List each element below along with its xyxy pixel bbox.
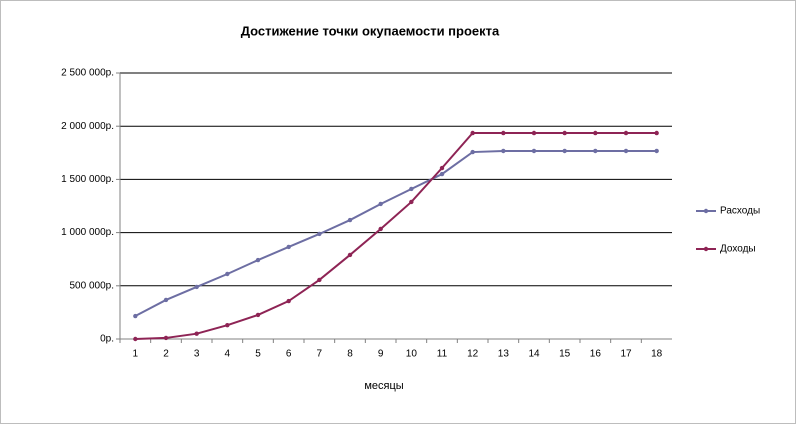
legend-label: Доходы [720,244,756,255]
point [317,231,322,237]
point [194,284,199,290]
point [133,336,138,342]
x-tick-label: 15 [559,349,571,360]
x-tick-label: 4 [225,349,231,360]
point [562,148,567,154]
x-tick-label: 3 [194,349,200,360]
y-tick-label: 0р. [100,334,114,345]
x-tick-label: 16 [590,349,602,360]
x-axis-label: месяцы [364,380,403,392]
point [501,148,506,154]
y-tick-label: 2 000 000р. [61,121,114,132]
point [225,322,230,328]
point [286,244,291,250]
point [409,199,414,205]
point [255,312,261,318]
x-tick-label: 11 [437,349,448,360]
point [654,130,659,136]
x-tick-label: 8 [347,349,353,360]
series-line [135,132,657,340]
point [470,130,475,136]
point [531,148,537,154]
point [409,186,414,192]
point [225,271,230,277]
x-tick-label: 18 [651,349,663,360]
point [347,252,353,258]
point [531,130,537,136]
point [378,226,383,232]
x-tick-label: 1 [133,349,139,360]
x-tick-label: 2 [163,349,169,360]
y-tick-label: 1 500 000р. [61,174,114,185]
y-tick-label: 500 000р. [70,280,115,291]
point [623,148,629,154]
y-tick-label: 1 000 000р. [61,227,114,238]
legend-label: Расходы [720,206,760,217]
chart-title: Достижение точки окупаемости проекта [241,23,500,38]
x-tick-label: 14 [528,349,540,360]
x-tick-label: 13 [498,349,510,360]
x-tick-label: 17 [620,349,632,360]
point [623,130,629,136]
x-tick-label: 6 [286,349,292,360]
x-tick-label: 9 [378,349,384,360]
legend-marker [703,246,709,252]
point [163,297,169,303]
point [470,149,475,155]
point [317,277,322,283]
x-tick-label: 7 [317,349,323,360]
point [347,217,353,223]
x-tick-label: 5 [255,349,261,360]
series-line [134,149,657,317]
point [593,148,598,154]
y-tick-label: 2 500 000р. [61,68,114,79]
point [562,130,567,136]
point [286,298,291,304]
x-tick-label: 10 [406,349,418,360]
point [194,331,199,336]
point [163,335,169,341]
x-tick-label: 12 [467,349,479,360]
point [654,148,659,154]
point [593,130,598,136]
point [439,171,445,177]
point [255,257,261,263]
point [439,165,445,171]
point [133,313,138,319]
legend-marker [703,208,709,214]
point [501,130,506,136]
point [378,201,383,207]
